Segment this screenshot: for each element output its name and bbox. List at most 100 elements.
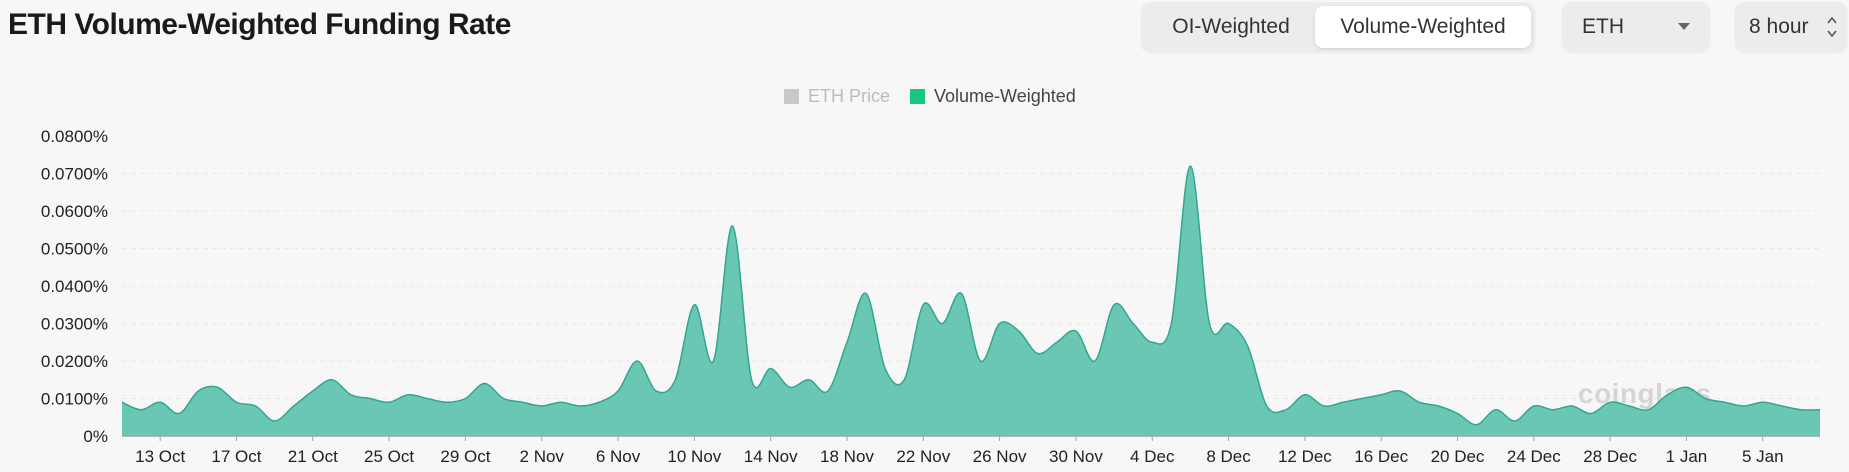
data-point [1304,394,1306,396]
data-point [979,360,981,362]
x-tick-label: 13 Oct [135,447,185,466]
x-tick-label: 25 Oct [364,447,414,466]
x-tick-label: 16 Dec [1354,447,1408,466]
data-point [560,401,562,403]
x-tick-label: 1 Jan [1666,447,1708,466]
data-point [674,379,676,381]
data-point [445,401,447,403]
y-tick-label: 0% [83,427,108,446]
data-point [1189,165,1191,167]
legend-item-eth-price[interactable]: ETH Price [784,86,890,107]
data-point [1704,397,1706,399]
data-point [426,397,428,399]
data-point [941,322,943,324]
page-title: ETH Volume-Weighted Funding Rate [8,8,511,41]
data-point [1227,322,1229,324]
y-tick-label: 0.0100% [41,390,108,409]
data-point [1590,412,1592,414]
data-point [1037,352,1039,354]
data-point [273,420,275,422]
data-point [846,341,848,343]
data-point [827,390,829,392]
y-tick-label: 0.0200% [41,352,108,371]
legend-item-volume-weighted[interactable]: Volume-Weighted [910,86,1076,107]
data-point [808,379,810,381]
data-point [407,394,409,396]
data-point [1742,405,1744,407]
data-point [712,360,714,362]
data-point [1342,401,1344,403]
data-point [121,401,123,403]
x-tick-label: 14 Nov [744,447,798,466]
data-point [1494,409,1496,411]
data-point [1113,304,1115,306]
data-point [1819,409,1821,411]
x-tick-label: 29 Oct [440,447,490,466]
data-point [1266,405,1268,407]
x-tick-label: 26 Nov [973,447,1027,466]
data-point [1380,394,1382,396]
data-point [1075,330,1077,332]
data-point [331,379,333,381]
data-point [1475,424,1477,426]
data-point [998,322,1000,324]
y-tick-label: 0.0700% [41,165,108,184]
y-tick-label: 0.0800% [41,127,108,146]
data-point [483,382,485,384]
data-point [521,401,523,403]
data-point [655,390,657,392]
x-tick-label: 2 Nov [520,447,565,466]
data-point [1132,322,1134,324]
y-tick-label: 0.0600% [41,202,108,221]
data-point [693,304,695,306]
data-point [922,304,924,306]
interval-select[interactable]: 8 hour [1735,2,1847,52]
x-tick-label: 20 Dec [1431,447,1485,466]
x-tick-label: 17 Oct [211,447,261,466]
data-point [1418,401,1420,403]
tab-volume-weighted[interactable]: Volume-Weighted [1315,6,1531,48]
data-point [903,379,905,381]
data-point [789,386,791,388]
data-point [369,397,371,399]
tab-oi-weighted[interactable]: OI-Weighted [1172,15,1290,38]
chart-legend: ETH Price Volume-Weighted [784,84,1096,108]
data-point [1800,409,1802,411]
data-point [1437,405,1439,407]
data-point [1685,386,1687,388]
x-tick-label: 22 Nov [896,447,950,466]
data-point [216,386,218,388]
data-point [1208,322,1210,324]
data-point [617,390,619,392]
up-down-chevron-icon [1827,16,1837,38]
data-point [865,292,867,294]
data-point [1017,330,1019,332]
data-point [1666,394,1668,396]
y-tick-label: 0.0400% [41,277,108,296]
data-point [769,367,771,369]
x-tick-label: 12 Dec [1278,447,1332,466]
x-tick-label: 10 Nov [667,447,721,466]
data-point [1533,405,1535,407]
data-point [1056,341,1058,343]
data-point [254,405,256,407]
data-point [1246,345,1248,347]
x-tick-label: 18 Nov [820,447,874,466]
data-point [598,401,600,403]
series-area-volume-weighted [122,166,1820,436]
data-point [1514,420,1516,422]
data-point [1361,397,1363,399]
data-point [1628,405,1630,407]
coin-select[interactable]: ETH [1562,2,1710,52]
data-point [464,397,466,399]
legend-label-volume-weighted: Volume-Weighted [934,85,1076,106]
data-point [1456,412,1458,414]
caret-down-icon [1678,23,1690,30]
data-point [388,401,390,403]
data-point [750,379,752,381]
y-tick-label: 0.0500% [41,240,108,259]
data-point [1723,401,1725,403]
data-point [636,360,638,362]
data-point [1762,401,1764,403]
